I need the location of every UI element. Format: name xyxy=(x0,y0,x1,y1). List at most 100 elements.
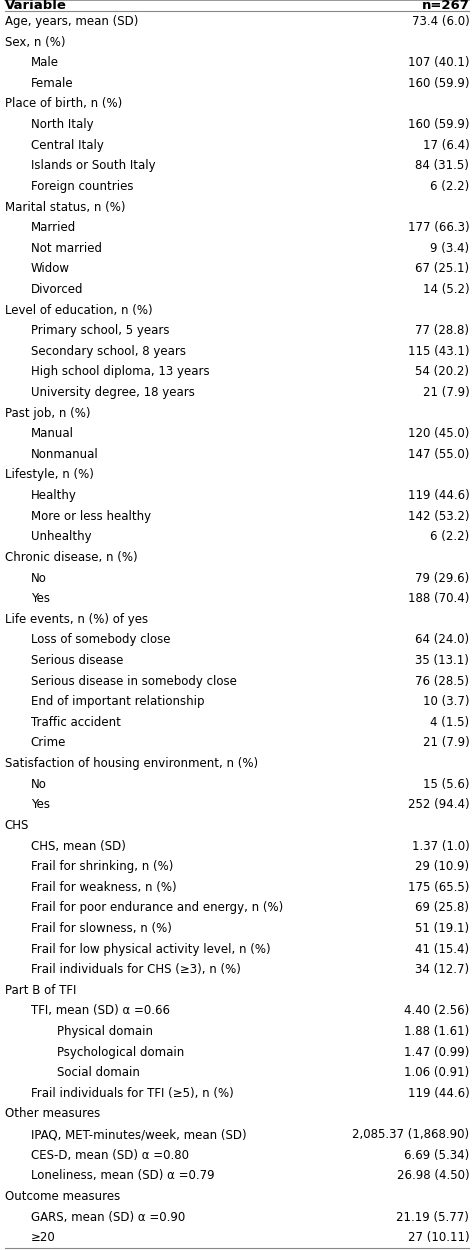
Text: Married: Married xyxy=(31,221,76,234)
Text: 4 (1.5): 4 (1.5) xyxy=(430,716,469,729)
Text: 119 (44.6): 119 (44.6) xyxy=(408,1086,469,1100)
Text: 35 (13.1): 35 (13.1) xyxy=(415,654,469,668)
Text: 160 (59.9): 160 (59.9) xyxy=(408,118,469,131)
Text: Serious disease: Serious disease xyxy=(31,654,123,668)
Text: End of important relationship: End of important relationship xyxy=(31,695,204,709)
Text: Psychological domain: Psychological domain xyxy=(57,1046,184,1059)
Text: Frail individuals for CHS (≥3), n (%): Frail individuals for CHS (≥3), n (%) xyxy=(31,964,241,976)
Text: 29 (10.9): 29 (10.9) xyxy=(415,860,469,872)
Text: Frail for weakness, n (%): Frail for weakness, n (%) xyxy=(31,881,176,894)
Text: 4.40 (2.56): 4.40 (2.56) xyxy=(404,1005,469,1018)
Text: 21.19 (5.77): 21.19 (5.77) xyxy=(396,1210,469,1224)
Text: Loneliness, mean (SD) α =0.79: Loneliness, mean (SD) α =0.79 xyxy=(31,1169,214,1182)
Text: Central Italy: Central Italy xyxy=(31,139,104,151)
Text: 147 (55.0): 147 (55.0) xyxy=(408,448,469,461)
Text: No: No xyxy=(31,571,46,585)
Text: High school diploma, 13 years: High school diploma, 13 years xyxy=(31,365,210,379)
Text: 67 (25.1): 67 (25.1) xyxy=(415,262,469,275)
Text: 120 (45.0): 120 (45.0) xyxy=(408,428,469,440)
Text: 115 (43.1): 115 (43.1) xyxy=(408,345,469,358)
Text: 77 (28.8): 77 (28.8) xyxy=(415,324,469,338)
Text: Primary school, 5 years: Primary school, 5 years xyxy=(31,324,169,338)
Text: 177 (66.3): 177 (66.3) xyxy=(408,221,469,234)
Text: Widow: Widow xyxy=(31,262,70,275)
Text: 54 (20.2): 54 (20.2) xyxy=(415,365,469,379)
Text: Foreign countries: Foreign countries xyxy=(31,180,133,192)
Text: Past job, n (%): Past job, n (%) xyxy=(5,406,90,420)
Text: Part B of TFI: Part B of TFI xyxy=(5,984,76,996)
Text: 6.69 (5.34): 6.69 (5.34) xyxy=(404,1149,469,1161)
Text: 6 (2.2): 6 (2.2) xyxy=(430,180,469,192)
Text: 34 (12.7): 34 (12.7) xyxy=(415,964,469,976)
Text: 119 (44.6): 119 (44.6) xyxy=(408,489,469,502)
Text: Manual: Manual xyxy=(31,428,74,440)
Text: 79 (29.6): 79 (29.6) xyxy=(415,571,469,585)
Text: 2,085.37 (1,868.90): 2,085.37 (1,868.90) xyxy=(352,1128,469,1141)
Text: Healthy: Healthy xyxy=(31,489,77,502)
Text: More or less healthy: More or less healthy xyxy=(31,510,151,522)
Text: 76 (28.5): 76 (28.5) xyxy=(415,675,469,688)
Text: 21 (7.9): 21 (7.9) xyxy=(422,736,469,750)
Text: University degree, 18 years: University degree, 18 years xyxy=(31,386,195,399)
Text: 21 (7.9): 21 (7.9) xyxy=(422,386,469,399)
Text: 84 (31.5): 84 (31.5) xyxy=(415,159,469,172)
Text: Other measures: Other measures xyxy=(5,1108,100,1120)
Text: Chronic disease, n (%): Chronic disease, n (%) xyxy=(5,551,137,564)
Text: Social domain: Social domain xyxy=(57,1066,140,1079)
Text: Frail for slowness, n (%): Frail for slowness, n (%) xyxy=(31,922,172,935)
Text: Nonmanual: Nonmanual xyxy=(31,448,99,461)
Text: 6 (2.2): 6 (2.2) xyxy=(430,530,469,544)
Text: No: No xyxy=(31,778,46,791)
Text: Variable: Variable xyxy=(5,0,67,11)
Text: 1.88 (1.61): 1.88 (1.61) xyxy=(404,1025,469,1038)
Text: 15 (5.6): 15 (5.6) xyxy=(423,778,469,791)
Text: IPAQ, MET-minutes/week, mean (SD): IPAQ, MET-minutes/week, mean (SD) xyxy=(31,1128,246,1141)
Text: Life events, n (%) of yes: Life events, n (%) of yes xyxy=(5,612,148,626)
Text: 26.98 (4.50): 26.98 (4.50) xyxy=(397,1169,469,1182)
Text: 142 (53.2): 142 (53.2) xyxy=(408,510,469,522)
Text: North Italy: North Italy xyxy=(31,118,93,131)
Text: CHS, mean (SD): CHS, mean (SD) xyxy=(31,840,126,852)
Text: 69 (25.8): 69 (25.8) xyxy=(415,901,469,914)
Text: Outcome measures: Outcome measures xyxy=(5,1190,120,1202)
Text: Yes: Yes xyxy=(31,799,50,811)
Text: Satisfaction of housing environment, n (%): Satisfaction of housing environment, n (… xyxy=(5,758,258,770)
Text: 14 (5.2): 14 (5.2) xyxy=(423,282,469,296)
Text: Loss of somebody close: Loss of somebody close xyxy=(31,634,170,646)
Text: 1.06 (0.91): 1.06 (0.91) xyxy=(404,1066,469,1079)
Text: Yes: Yes xyxy=(31,592,50,605)
Text: Divorced: Divorced xyxy=(31,282,83,296)
Text: n=267: n=267 xyxy=(421,0,469,11)
Text: Age, years, mean (SD): Age, years, mean (SD) xyxy=(5,15,138,28)
Text: Frail for poor endurance and energy, n (%): Frail for poor endurance and energy, n (… xyxy=(31,901,283,914)
Text: 160 (59.9): 160 (59.9) xyxy=(408,76,469,90)
Text: 10 (3.7): 10 (3.7) xyxy=(423,695,469,709)
Text: Male: Male xyxy=(31,56,59,69)
Text: Serious disease in somebody close: Serious disease in somebody close xyxy=(31,675,237,688)
Text: Sex, n (%): Sex, n (%) xyxy=(5,35,65,49)
Text: 252 (94.4): 252 (94.4) xyxy=(408,799,469,811)
Text: Marital status, n (%): Marital status, n (%) xyxy=(5,200,125,214)
Text: Level of education, n (%): Level of education, n (%) xyxy=(5,304,152,316)
Text: 64 (24.0): 64 (24.0) xyxy=(415,634,469,646)
Text: Crime: Crime xyxy=(31,736,66,750)
Text: 9 (3.4): 9 (3.4) xyxy=(430,241,469,255)
Text: 51 (19.1): 51 (19.1) xyxy=(415,922,469,935)
Text: 175 (65.5): 175 (65.5) xyxy=(408,881,469,894)
Text: 1.37 (1.0): 1.37 (1.0) xyxy=(411,840,469,852)
Text: 17 (6.4): 17 (6.4) xyxy=(422,139,469,151)
Text: Traffic accident: Traffic accident xyxy=(31,716,121,729)
Text: Lifestyle, n (%): Lifestyle, n (%) xyxy=(5,469,93,481)
Text: Not married: Not married xyxy=(31,241,102,255)
Text: GARS, mean (SD) α =0.90: GARS, mean (SD) α =0.90 xyxy=(31,1210,185,1224)
Text: Secondary school, 8 years: Secondary school, 8 years xyxy=(31,345,186,358)
Text: 27 (10.11): 27 (10.11) xyxy=(408,1231,469,1244)
Text: Place of birth, n (%): Place of birth, n (%) xyxy=(5,98,122,110)
Text: Physical domain: Physical domain xyxy=(57,1025,153,1038)
Text: 188 (70.4): 188 (70.4) xyxy=(408,592,469,605)
Text: TFI, mean (SD) α =0.66: TFI, mean (SD) α =0.66 xyxy=(31,1005,170,1018)
Text: CES-D, mean (SD) α =0.80: CES-D, mean (SD) α =0.80 xyxy=(31,1149,189,1161)
Text: Female: Female xyxy=(31,76,73,90)
Text: CHS: CHS xyxy=(5,819,29,832)
Text: Islands or South Italy: Islands or South Italy xyxy=(31,159,155,172)
